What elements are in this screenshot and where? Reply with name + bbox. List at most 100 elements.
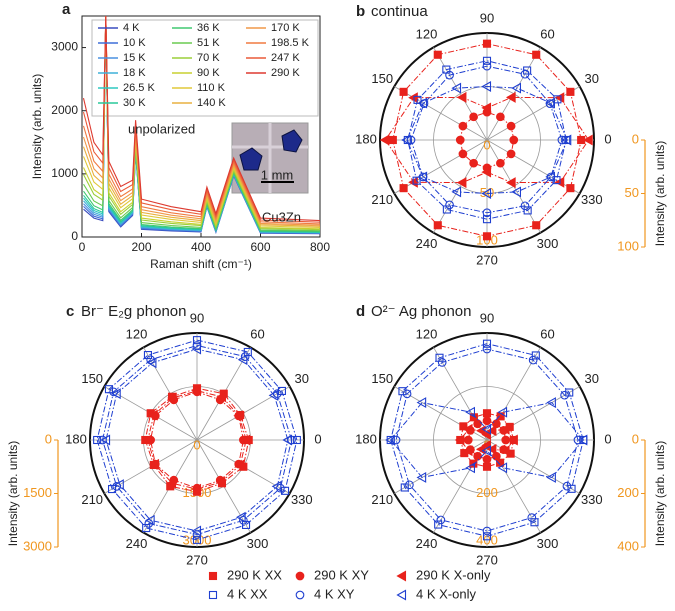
- data-point: [496, 458, 505, 467]
- data-point: [143, 351, 153, 360]
- fit-curve: [406, 85, 568, 195]
- data-point: [511, 186, 522, 198]
- angle-tick-label: 0: [314, 431, 321, 446]
- data-point: [573, 435, 583, 445]
- angle-tick-label: 210: [371, 492, 393, 507]
- data-point: [277, 386, 286, 396]
- data-point: [451, 82, 462, 94]
- legend-label: 4 K: [123, 22, 140, 34]
- panel-label: b: [356, 3, 365, 20]
- data-point: [402, 389, 412, 399]
- data-point: [506, 121, 516, 131]
- angle-tick-label: 180: [355, 431, 377, 446]
- x-tick-label: 400: [191, 240, 211, 254]
- angle-tick-label: 240: [126, 536, 148, 551]
- data-point: [482, 462, 492, 471]
- angle-tick-label: 330: [581, 192, 603, 207]
- data-point: [192, 336, 202, 345]
- panel-label: a: [62, 1, 71, 18]
- radial-tick-label: 0: [632, 431, 639, 446]
- data-point: [482, 454, 492, 464]
- data-point: [235, 511, 246, 523]
- data-point: [241, 520, 251, 529]
- data-point: [401, 134, 411, 146]
- data-point: [399, 184, 408, 193]
- angular-grid: [394, 86, 488, 141]
- data-point: [497, 406, 508, 418]
- angle-tick-label: 150: [371, 71, 393, 86]
- data-point: [271, 480, 282, 492]
- data-point: [454, 434, 465, 446]
- angle-tick-label: 300: [537, 536, 559, 551]
- data-point: [191, 483, 202, 495]
- data-point: [567, 484, 576, 493]
- data-point: [149, 458, 160, 470]
- legend-label: 290 K: [271, 67, 300, 79]
- angular-grid: [433, 139, 488, 233]
- data-point: [437, 358, 447, 367]
- panel-title: O²⁻ Ag phonon: [371, 303, 472, 320]
- data-point: [462, 445, 473, 457]
- data-point: [215, 476, 226, 488]
- data-point: [482, 232, 492, 241]
- data-point: [459, 422, 468, 431]
- data-point: [104, 385, 114, 394]
- legend-label: 90 K: [197, 67, 220, 79]
- data-point: [583, 134, 593, 146]
- data-point: [108, 484, 117, 494]
- data-point: [191, 343, 202, 355]
- data-point: [546, 397, 556, 408]
- angle-tick-label: 90: [480, 10, 494, 25]
- data-point: [528, 355, 538, 365]
- panel-label: d: [356, 303, 365, 320]
- data-point: [482, 215, 492, 224]
- angle-tick-label: 270: [476, 552, 498, 567]
- data-point: [482, 339, 492, 348]
- data-point: [509, 135, 519, 145]
- legend-label: 15 K: [123, 52, 146, 64]
- data-point: [237, 354, 248, 366]
- data-point: [412, 176, 421, 185]
- data-point: [111, 388, 121, 400]
- data-point: [216, 391, 227, 403]
- data-point: [142, 523, 151, 533]
- data-point: [462, 423, 473, 435]
- legend-marker: [396, 570, 407, 582]
- data-point: [385, 434, 395, 446]
- angle-tick-label: 0: [604, 131, 611, 146]
- panel-title: continua: [371, 3, 428, 20]
- data-point: [391, 435, 401, 445]
- data-point: [458, 121, 468, 131]
- data-point: [239, 515, 248, 525]
- data-point: [566, 87, 575, 96]
- annotation: unpolarized: [128, 121, 195, 136]
- x-tick-label: 600: [250, 240, 270, 254]
- data-point: [486, 443, 497, 455]
- legend-label: 4 K XY: [314, 586, 355, 601]
- data-point: [532, 50, 541, 59]
- angle-tick-label: 90: [190, 310, 204, 325]
- data-point: [463, 435, 473, 445]
- data-point: [505, 177, 516, 189]
- angle-tick-label: 180: [65, 431, 87, 446]
- data-point: [268, 389, 279, 401]
- data-point: [398, 387, 407, 396]
- legend-label: 4 K XX: [227, 586, 268, 601]
- data-point: [520, 201, 530, 211]
- data-point: [436, 515, 446, 525]
- data-point: [577, 434, 588, 446]
- legend-marker: [208, 571, 218, 581]
- fit-curve: [390, 402, 584, 479]
- data-point: [408, 92, 418, 104]
- data-point: [112, 482, 122, 491]
- angle-tick-label: 0: [604, 431, 611, 446]
- data-point: [482, 56, 492, 65]
- angular-grid: [394, 139, 488, 194]
- data-point: [482, 526, 492, 536]
- data-point: [433, 221, 442, 230]
- radial-tick-label: 400: [617, 538, 639, 553]
- data-point: [520, 69, 530, 79]
- x-axis-label: Raman shift (cm⁻¹): [150, 257, 252, 271]
- inner-radial-label: 0: [483, 137, 490, 152]
